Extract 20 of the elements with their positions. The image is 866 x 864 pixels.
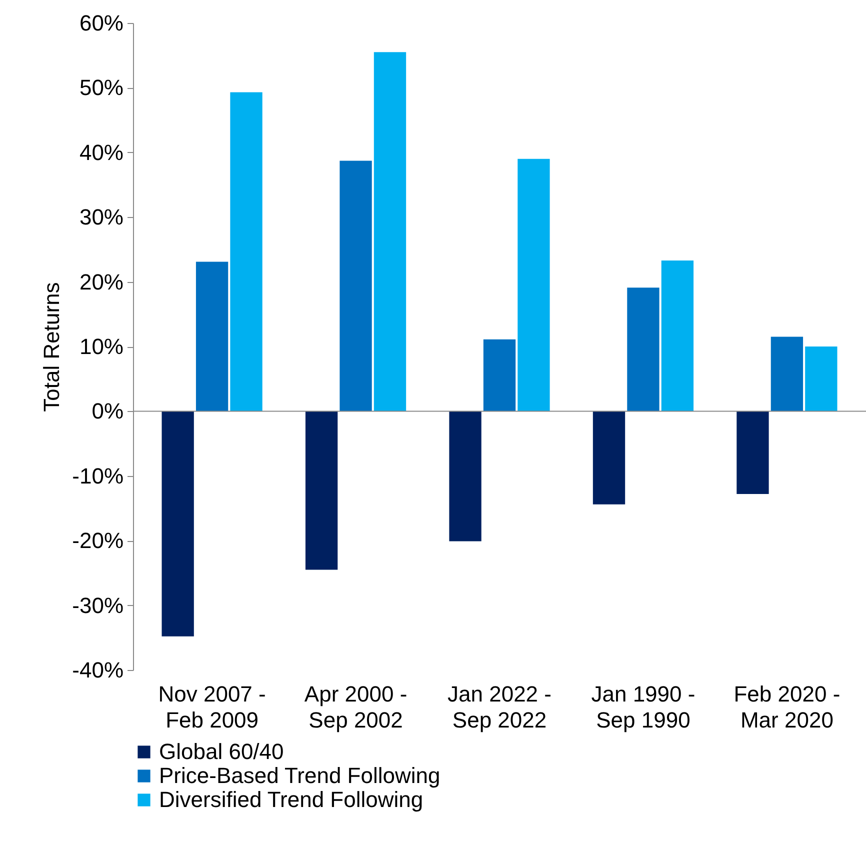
y-tick-label: 50% — [79, 75, 124, 100]
y-tick-label: 60% — [79, 10, 124, 36]
x-tick-label: Jan 1990 - Sep 1990 — [591, 682, 696, 732]
legend-label: Global 60/40 — [159, 739, 284, 764]
y-tick-label: -30% — [72, 592, 124, 618]
legend-label: Diversified Trend Following — [159, 787, 424, 812]
x-tick-label: Nov 2007 - Feb 2009 — [158, 682, 266, 732]
x-tick-label: Apr 2000 - Sep 2002 — [304, 682, 408, 732]
y-tick-label: -20% — [72, 528, 124, 554]
y-tick-label: 30% — [79, 204, 124, 230]
y-tick-label: 40% — [79, 140, 124, 165]
y-tick-label: -10% — [72, 463, 124, 488]
y-tick-label: 20% — [79, 269, 124, 294]
x-tick-label: Feb 2020 - Mar 2020 — [734, 682, 840, 732]
legend-label: Price-Based Trend Following — [159, 763, 440, 788]
y-tick-label: 0% — [92, 398, 124, 424]
y-tick-label: -40% — [72, 658, 124, 682]
x-tick-label: Jan 2022 - Sep 2022 — [448, 682, 552, 732]
y-axis-title: Total Returns — [39, 282, 64, 412]
y-tick-label: 10% — [79, 334, 124, 359]
